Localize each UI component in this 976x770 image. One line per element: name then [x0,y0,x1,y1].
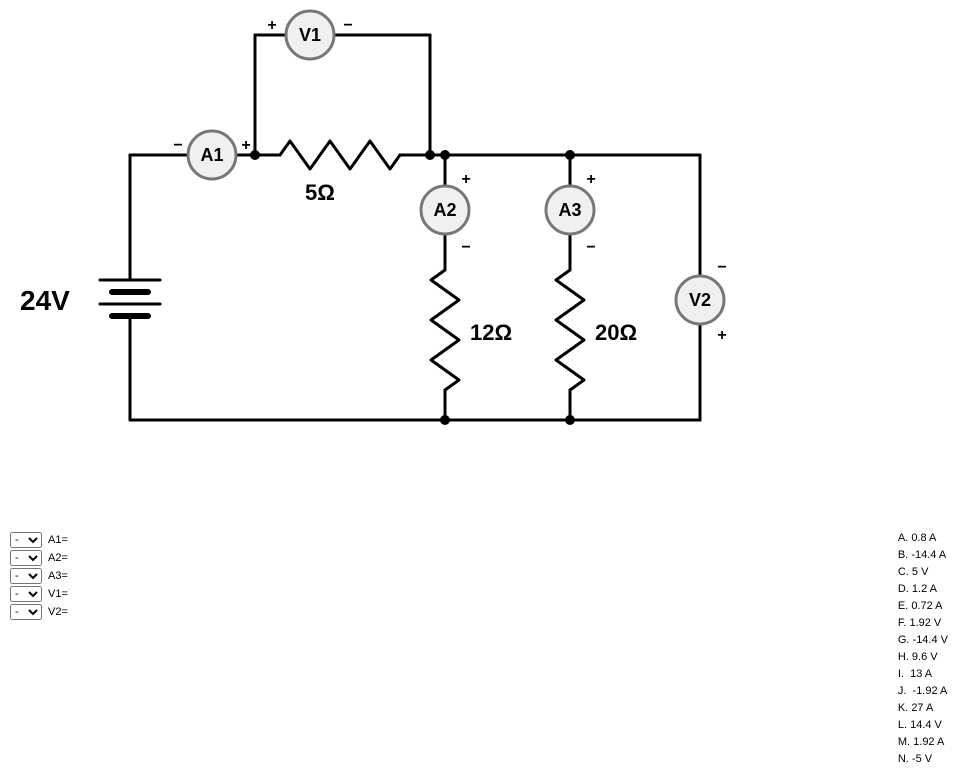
choice-row: N. -5 V [898,751,948,768]
meter-v1-label: V1 [299,25,321,45]
choice-row: E. 0.72 A [898,598,948,615]
meter-v2-label: V2 [689,290,711,310]
circuit-diagram: A1 V1 A2 A3 V2 − + + − + − + − − + 24V 5… [0,0,976,520]
question-label: A3= [48,570,68,582]
choice-row: M. 1.92 A [898,734,948,751]
answer-choices: A. 0.8 A B. -14.4 A C. 5 V D. 1.2 A E. 0… [898,530,948,768]
choice-row: A. 0.8 A [898,530,948,547]
choice-row: B. -14.4 A [898,547,948,564]
question-row: - A1= [10,532,68,548]
svg-text:−: − [343,17,352,34]
svg-text:−: − [717,259,726,276]
choice-row: J. -1.92 A [898,683,948,700]
meter-a2-label: A2 [433,200,456,220]
svg-text:−: − [461,239,470,256]
svg-text:+: + [267,17,276,34]
choice-row: H. 9.6 V [898,649,948,666]
r3-label: 20Ω [595,320,637,345]
question-label: V2= [48,606,68,618]
choice-row: D. 1.2 A [898,581,948,598]
choice-row: I. 13 A [898,666,948,683]
question-row: - V2= [10,604,68,620]
svg-text:−: − [173,137,182,154]
battery-label: 24V [20,285,70,316]
choice-row: G. -14.4 V [898,632,948,649]
question-label: A2= [48,552,68,564]
question-label: V1= [48,588,68,600]
svg-text:+: + [717,327,726,344]
choice-row: C. 5 V [898,564,948,581]
question-row: - V1= [10,586,68,602]
answer-select-a1[interactable]: - [10,532,42,548]
r2-label: 12Ω [470,320,512,345]
question-row: - A2= [10,550,68,566]
question-label: A1= [48,534,68,546]
answer-select-v1[interactable]: - [10,586,42,602]
answer-select-a2[interactable]: - [10,550,42,566]
question-row: - A3= [10,568,68,584]
svg-text:−: − [586,239,595,256]
meter-a1-label: A1 [200,145,223,165]
svg-text:+: + [586,171,595,188]
r1-label: 5Ω [305,180,335,205]
svg-text:+: + [461,171,470,188]
meter-a3-label: A3 [558,200,581,220]
choice-row: F. 1.92 V [898,615,948,632]
answer-select-a3[interactable]: - [10,568,42,584]
answer-select-v2[interactable]: - [10,604,42,620]
choice-row: L. 14.4 V [898,717,948,734]
choice-row: K. 27 A [898,700,948,717]
svg-text:+: + [241,137,250,154]
question-list: - A1= - A2= - A3= - V1= - V2= [10,530,68,622]
